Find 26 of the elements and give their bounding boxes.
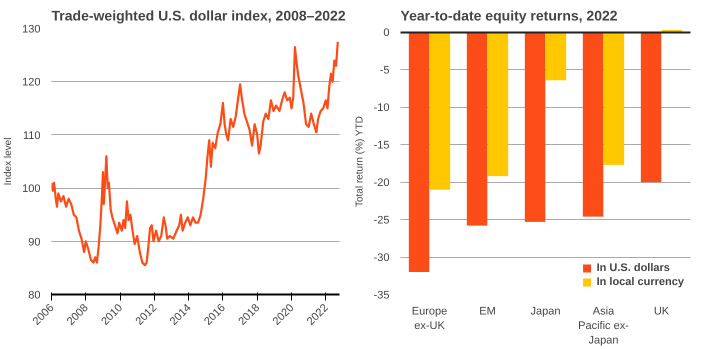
chart-title: Trade-weighted U.S. dollar index, 2008–2022 — [52, 8, 346, 24]
y-tick-label: -15 — [374, 140, 390, 152]
y-tick-label: 110 — [22, 130, 41, 142]
chart-title: Year-to-date equity returns, 2022 — [400, 8, 618, 24]
y-tick-label: 90 — [28, 236, 41, 248]
y-tick-label: 120 — [22, 76, 41, 89]
x-tick-label: Japan — [530, 306, 560, 318]
y-tick-label: -20 — [374, 177, 390, 190]
legend-label: In U.S. dollars — [596, 262, 670, 274]
line-series — [52, 40, 339, 266]
y-tick-label: -30 — [374, 252, 390, 264]
x-tick-label: EM — [479, 306, 496, 318]
y-tick-label: 100 — [22, 183, 41, 196]
y-tick-label: -35 — [374, 290, 390, 302]
y-tick-label: 130 — [22, 24, 41, 36]
y-tick-label: -10 — [374, 102, 390, 114]
y-tick-label: 80 — [28, 290, 41, 302]
legend-label: In local currency — [596, 276, 684, 288]
x-tick-label: UK — [654, 306, 670, 318]
y-tick-label: -5 — [380, 64, 390, 77]
y-tick-label: -25 — [374, 214, 390, 227]
y-axis-title: Total return (%) YTD — [354, 116, 366, 208]
x-tick-label: Europe ex-UK — [412, 306, 448, 332]
y-axis-title: Index level — [3, 138, 14, 186]
x-tick-label: Asia Pacific ex- Japan — [578, 306, 630, 346]
y-tick-label: 0 — [383, 27, 390, 40]
